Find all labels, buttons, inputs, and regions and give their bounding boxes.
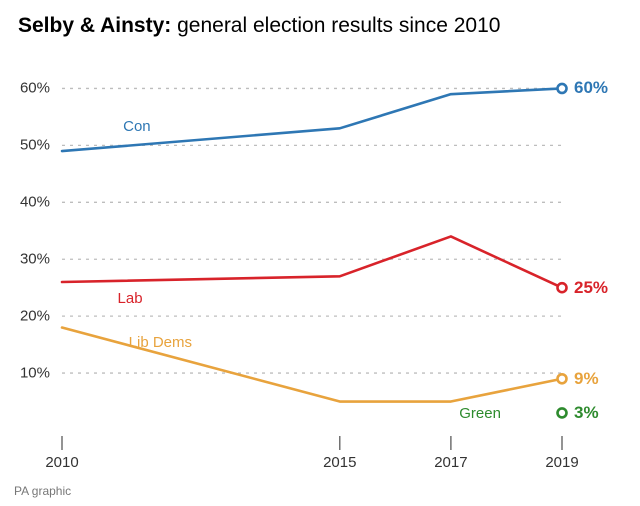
x-axis-label: 2019: [545, 454, 578, 471]
y-axis-label: 30%: [0, 251, 50, 268]
title-bold: Selby & Ainsty:: [18, 14, 171, 37]
series-label: Green: [459, 405, 501, 422]
title-rest: general election results since 2010: [171, 14, 500, 37]
x-axis-label: 2017: [434, 454, 467, 471]
y-axis-label: 50%: [0, 137, 50, 154]
credit: PA graphic: [14, 484, 71, 498]
chart-title: Selby & Ainsty: general election results…: [18, 14, 622, 38]
chart-svg: [0, 50, 640, 470]
chart-area: 10% 20% 30% 40% 50% 60% 2010 2015 2017 2019 60% Con…: [0, 50, 640, 470]
y-axis-label: 10%: [0, 365, 50, 382]
series-label: Lib Dems: [129, 334, 192, 351]
series-end-label: 60%: [574, 78, 608, 98]
x-axis-label: 2010: [45, 454, 78, 471]
y-axis-label: 20%: [0, 308, 50, 325]
y-axis-label: 60%: [0, 80, 50, 97]
series-label: Con: [123, 118, 151, 135]
series-end-label: 9%: [574, 369, 599, 389]
series-end-label: 25%: [574, 278, 608, 298]
y-axis-label: 40%: [0, 194, 50, 211]
x-axis-label: 2015: [323, 454, 356, 471]
series-end-label: 3%: [574, 403, 599, 423]
series-label: Lab: [118, 290, 143, 307]
